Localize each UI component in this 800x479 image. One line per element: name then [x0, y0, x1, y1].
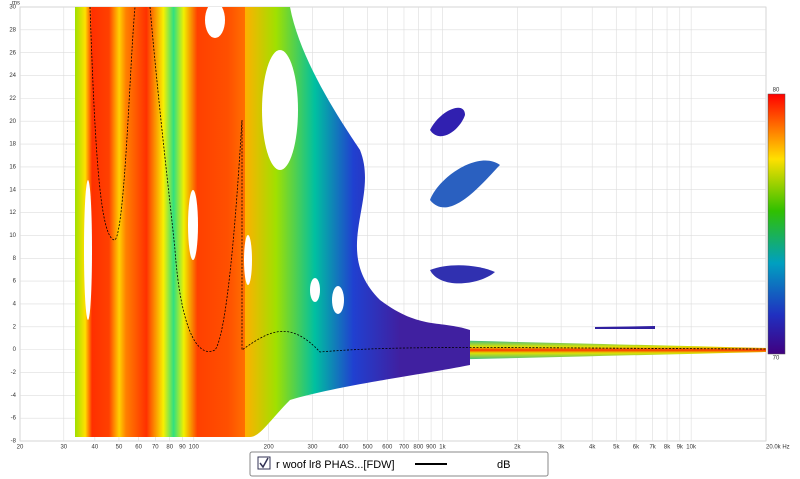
island	[595, 326, 655, 329]
x-tick-label: 4k	[589, 445, 596, 451]
x-tick-label: 9k	[677, 445, 684, 451]
legend	[249, 451, 549, 477]
y-tick-label: 14	[9, 187, 16, 193]
y-tick-label: 12	[9, 210, 16, 216]
check-mark	[259, 457, 269, 469]
x-tick-label: 1k	[439, 445, 446, 451]
y-tick-label: 18	[9, 142, 16, 148]
colorbar-label: 70	[773, 356, 780, 362]
x-tick-label: 50	[116, 445, 123, 451]
y-tick-label: 8	[13, 256, 17, 262]
x-tick-label: 6k	[633, 445, 640, 451]
hole	[332, 286, 344, 314]
x-tick-label: 70	[152, 445, 159, 451]
x-tick-label: 100	[189, 445, 200, 451]
y-unit: ms	[12, 1, 20, 7]
hole	[205, 7, 225, 38]
y-tick-label: 0	[13, 347, 17, 353]
x-tick-label: 8k	[664, 445, 671, 451]
x-tick-label: 5k	[613, 445, 620, 451]
hole	[188, 190, 198, 260]
island	[430, 265, 495, 284]
y-tick-label: 16	[9, 164, 16, 170]
x-tick-label: 30	[60, 445, 67, 451]
legend-unit: dB	[497, 459, 510, 471]
x-tick-label: 300	[307, 445, 318, 451]
y-tick-label: -6	[11, 416, 17, 422]
hole	[310, 278, 320, 302]
x-tick-label: 20	[17, 445, 24, 451]
x-tick-label: 200	[264, 445, 275, 451]
y-tick-label: 26	[9, 50, 16, 56]
x-tick-label: 500	[363, 445, 374, 451]
y-tick-label: 22	[9, 96, 16, 102]
y-tick-label: 2	[13, 324, 17, 330]
y-tick-label: 10	[9, 233, 16, 239]
island	[430, 107, 465, 137]
x-tick-label: 10k	[686, 445, 697, 451]
x-tick-label: 20.0k Hz	[766, 445, 790, 451]
y-tick-label: -4	[11, 393, 17, 399]
x-tick-label: 600	[382, 445, 393, 451]
x-tick-label: 2k	[514, 445, 521, 451]
island	[430, 160, 500, 208]
y-tick-label: 20	[9, 119, 16, 125]
decay-region	[245, 7, 470, 437]
x-tick-label: 400	[339, 445, 350, 451]
x-tick-label: 40	[92, 445, 99, 451]
x-tick-label: 700	[399, 445, 410, 451]
x-tick-label: 800	[413, 445, 424, 451]
main-energy	[75, 7, 245, 437]
y-tick-label: 4	[13, 302, 17, 308]
hole	[262, 50, 298, 170]
colorbar	[767, 93, 786, 355]
y-tick-label: 30	[9, 5, 16, 11]
x-tick-label: 3k	[558, 445, 565, 451]
peak-line	[149, 7, 766, 353]
x-tick-label: 900	[426, 445, 437, 451]
hole	[244, 235, 252, 285]
x-tick-label: 60	[135, 445, 142, 451]
y-tick-label: 28	[9, 27, 16, 33]
y-tick-label: 6	[13, 279, 17, 285]
hole	[84, 180, 92, 320]
colorbar-label: 80	[773, 88, 780, 94]
x-tick-label: 7k	[649, 445, 656, 451]
x-tick-label: 90	[179, 445, 186, 451]
y-tick-label: -2	[11, 370, 17, 376]
peak-line	[89, 7, 136, 241]
y-tick-label: -8	[11, 439, 17, 445]
legend-label: r woof lr8 PHAS...[FDW]	[276, 459, 395, 471]
y-tick-label: 24	[9, 73, 16, 79]
x-tick-label: 80	[166, 445, 173, 451]
heatmap	[75, 7, 766, 437]
